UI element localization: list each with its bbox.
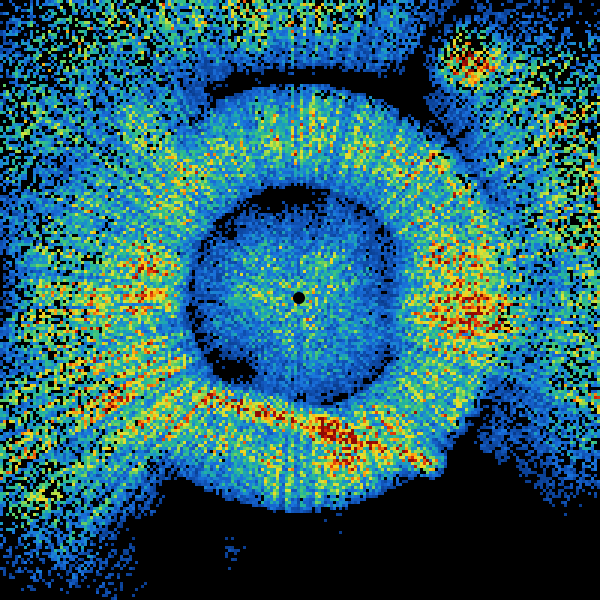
radar-display-viewport[interactable] — [0, 0, 600, 600]
radar-reflectivity-canvas[interactable] — [0, 0, 600, 600]
